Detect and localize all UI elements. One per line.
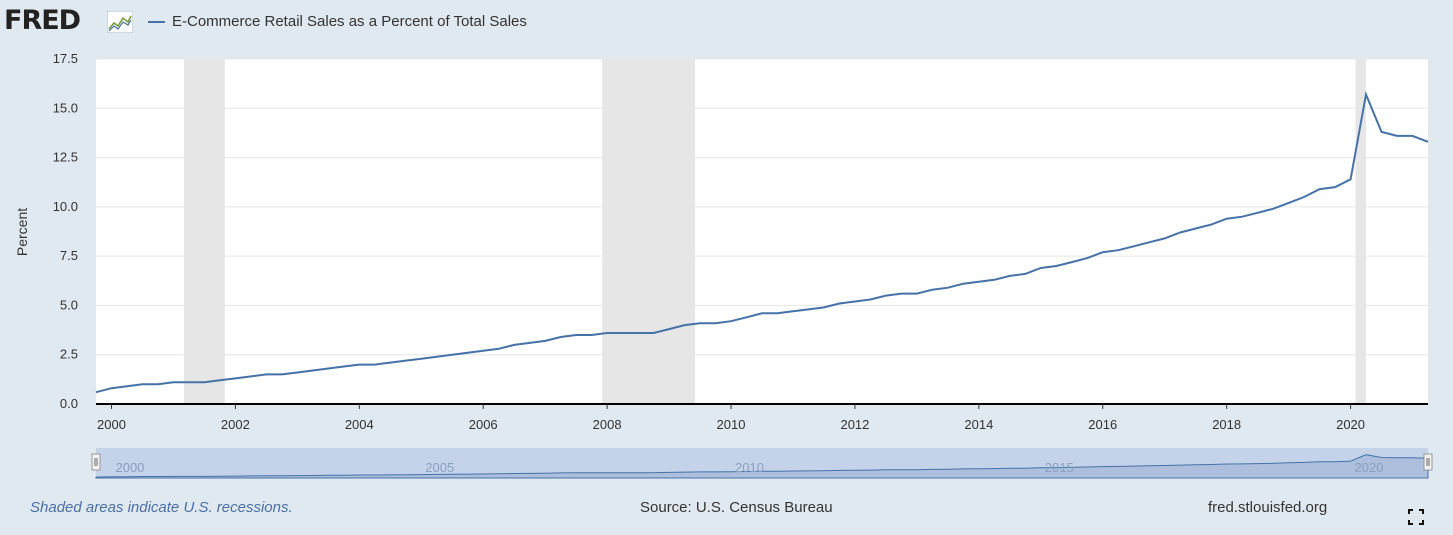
y-tick-label: 15.0 bbox=[53, 100, 78, 115]
x-tick-label: 2016 bbox=[1088, 417, 1117, 432]
navigator-tick-label: 2015 bbox=[1045, 460, 1074, 475]
x-tick-label: 2002 bbox=[221, 417, 250, 432]
y-axis-ticks: 0.0 2.5 5.0 7.5 10.0 12.5 15.0 17.5 bbox=[53, 51, 78, 411]
series-line-0[interactable] bbox=[95, 90, 1429, 394]
y-tick-label: 7.5 bbox=[60, 248, 78, 263]
legend-label[interactable]: E-Commerce Retail Sales as a Percent of … bbox=[172, 13, 527, 30]
navigator-tick-label: 2020 bbox=[1355, 460, 1384, 475]
y-tick-label: 5.0 bbox=[60, 297, 78, 312]
plot-background bbox=[96, 59, 1428, 404]
x-axis-ticks: 2000 2002 2004 2006 2008 2010 2012 2014 2016 2018… bbox=[97, 404, 1365, 432]
x-tick-label: 2004 bbox=[345, 417, 374, 432]
recession-note: Shaded areas indicate U.S. recessions. bbox=[30, 499, 293, 516]
source-label: Source: U.S. Census Bureau bbox=[640, 499, 833, 516]
x-tick-label: 2012 bbox=[840, 417, 869, 432]
y-axis-label: Percent bbox=[14, 208, 30, 256]
navigator-tick-label: 2010 bbox=[735, 460, 764, 475]
x-tick-label: 2018 bbox=[1212, 417, 1241, 432]
recession-band-2 bbox=[1355, 59, 1367, 404]
site-link[interactable]: fred.stlouisfed.org bbox=[1208, 499, 1328, 516]
chart-header: FRED E-Commerce Retail Sales as a Percen… bbox=[0, 0, 1453, 48]
x-tick-label: 2000 bbox=[97, 417, 126, 432]
y-tick-label: 2.5 bbox=[60, 347, 78, 362]
navigator-handle-left[interactable] bbox=[91, 453, 101, 471]
navigator-handle-right[interactable] bbox=[1423, 453, 1433, 471]
x-tick-label: 2008 bbox=[593, 417, 622, 432]
navigator-tick-label: 2005 bbox=[425, 460, 454, 475]
x-tick-label: 2014 bbox=[964, 417, 993, 432]
x-tick-label: 2010 bbox=[717, 417, 746, 432]
y-tick-label: 17.5 bbox=[53, 51, 78, 66]
fullscreen-icon[interactable] bbox=[1408, 509, 1424, 525]
navigator-tick-label: 2000 bbox=[115, 460, 144, 475]
x-tick-label: 2020 bbox=[1336, 417, 1365, 432]
grid-lines bbox=[96, 58, 1428, 405]
x-tick-label: 2006 bbox=[469, 417, 498, 432]
navigator-handle-icon[interactable] bbox=[1423, 453, 1433, 471]
navigator-series bbox=[95, 454, 1429, 479]
recession-bands bbox=[183, 59, 1367, 404]
legend-swatch bbox=[148, 21, 165, 23]
fred-logo[interactable]: FRED bbox=[4, 5, 81, 36]
recession-band-1 bbox=[602, 59, 696, 404]
navigator: 2000 2005 2010 2015 2020 bbox=[91, 448, 1433, 479]
y-tick-label: 12.5 bbox=[53, 150, 78, 165]
recession-band-0 bbox=[183, 59, 225, 404]
series-lines bbox=[95, 90, 1429, 394]
y-tick-label: 10.0 bbox=[53, 199, 78, 214]
y-tick-label: 0.0 bbox=[60, 396, 78, 411]
fred-chart-icon bbox=[107, 11, 133, 33]
navigator-handle-icon[interactable] bbox=[91, 453, 101, 471]
